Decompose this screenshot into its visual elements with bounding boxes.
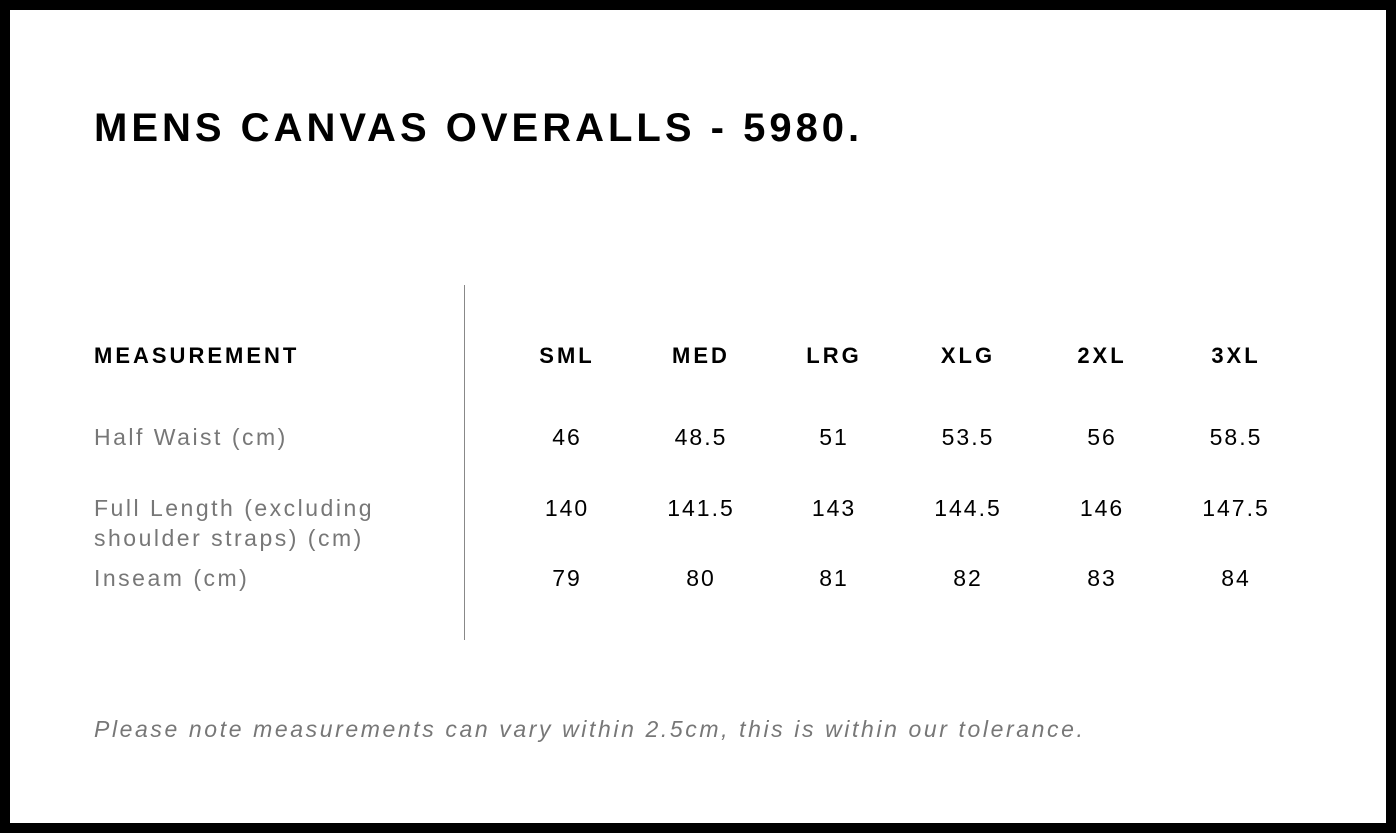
cell: 48.5 xyxy=(674,424,728,450)
row-label: Half Waist (cm) xyxy=(94,424,288,450)
cell: 140 xyxy=(544,495,590,521)
cell: 146 xyxy=(1079,495,1125,521)
cell: 79 xyxy=(552,565,582,591)
cell: 82 xyxy=(953,565,983,591)
cell: 53.5 xyxy=(941,424,995,450)
divider xyxy=(464,285,465,640)
row-label: Full Length (excluding shoulder straps) … xyxy=(94,495,375,551)
cell: 51 xyxy=(819,424,849,450)
row-label: Inseam (cm) xyxy=(94,565,250,591)
column-header: 3XL xyxy=(1211,343,1261,368)
cell: 141.5 xyxy=(667,495,735,521)
cell: 46 xyxy=(552,424,582,450)
cell: 144.5 xyxy=(934,495,1002,521)
column-header: XLG xyxy=(940,343,996,368)
cell: 56 xyxy=(1087,424,1117,450)
cell: 83 xyxy=(1087,565,1117,591)
cell: 81 xyxy=(819,565,849,591)
cell: 147.5 xyxy=(1202,495,1270,521)
column-header: MEASUREMENT xyxy=(94,343,300,368)
column-header: SML xyxy=(539,343,595,368)
note: Please note measurements can vary within… xyxy=(94,716,1086,742)
cell: 143 xyxy=(811,495,857,521)
column-header: 2XL xyxy=(1077,343,1127,368)
cell: 58.5 xyxy=(1209,424,1263,450)
cell: 80 xyxy=(686,565,716,591)
title: MENS CANVAS OVERALLS - 5980. xyxy=(94,106,864,150)
column-header: LRG xyxy=(806,343,862,368)
column-header: MED xyxy=(672,343,730,368)
cell: 84 xyxy=(1221,565,1251,591)
